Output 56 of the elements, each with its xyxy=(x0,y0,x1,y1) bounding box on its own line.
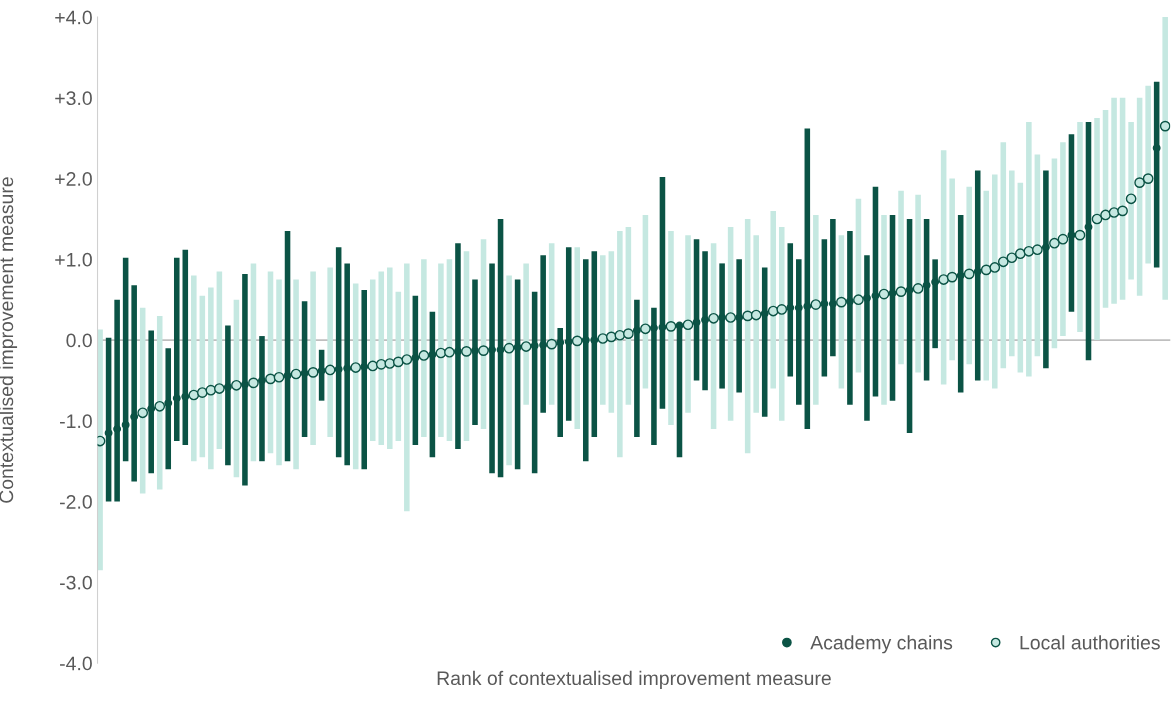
point xyxy=(496,345,505,354)
point xyxy=(130,412,139,421)
point xyxy=(181,392,190,401)
y-tick-label: -3.0 xyxy=(60,575,92,590)
point xyxy=(360,362,369,371)
point xyxy=(820,299,829,308)
x-axis-title: Rank of contextualised improvement measure xyxy=(437,670,831,689)
point xyxy=(300,369,309,378)
point xyxy=(649,324,658,332)
point xyxy=(147,404,156,413)
point xyxy=(1041,243,1050,252)
point xyxy=(905,286,914,294)
point xyxy=(760,309,769,318)
point xyxy=(428,350,437,359)
y-tick-label: +4.0 xyxy=(55,10,92,25)
legend-label: Academy chains xyxy=(810,635,953,654)
point xyxy=(828,299,837,308)
point xyxy=(343,364,352,373)
point xyxy=(530,341,539,350)
point xyxy=(317,366,326,375)
y-tick-label: +2.0 xyxy=(55,172,92,186)
point xyxy=(922,281,931,290)
y-tick-label: 0.0 xyxy=(66,333,92,348)
point xyxy=(164,399,173,408)
point xyxy=(956,271,965,280)
point xyxy=(513,343,522,352)
y-tick-label: -2.0 xyxy=(60,495,92,509)
point xyxy=(692,318,701,327)
y-tick-label: +3.0 xyxy=(55,91,92,106)
point xyxy=(794,303,803,312)
point xyxy=(863,294,871,303)
point xyxy=(632,326,641,335)
y-tick-label: +1.0 xyxy=(55,252,92,267)
point xyxy=(973,267,982,276)
y-tick-label: -1.0 xyxy=(60,414,92,429)
point xyxy=(675,321,684,330)
y-tick-label: -4.0 xyxy=(60,656,92,671)
point xyxy=(488,345,496,354)
point xyxy=(845,297,854,306)
point xyxy=(590,336,599,345)
point xyxy=(564,337,573,346)
point xyxy=(871,291,880,300)
point xyxy=(411,353,420,362)
point xyxy=(283,371,292,380)
legend-label: Local authorities xyxy=(1020,635,1160,650)
point xyxy=(701,315,710,324)
point xyxy=(556,338,565,347)
point xyxy=(104,429,113,437)
point xyxy=(121,420,130,429)
point xyxy=(786,303,795,312)
point xyxy=(581,336,590,345)
point xyxy=(258,376,266,385)
point xyxy=(931,278,940,286)
point xyxy=(172,394,181,403)
point xyxy=(334,365,343,374)
point xyxy=(803,302,812,311)
